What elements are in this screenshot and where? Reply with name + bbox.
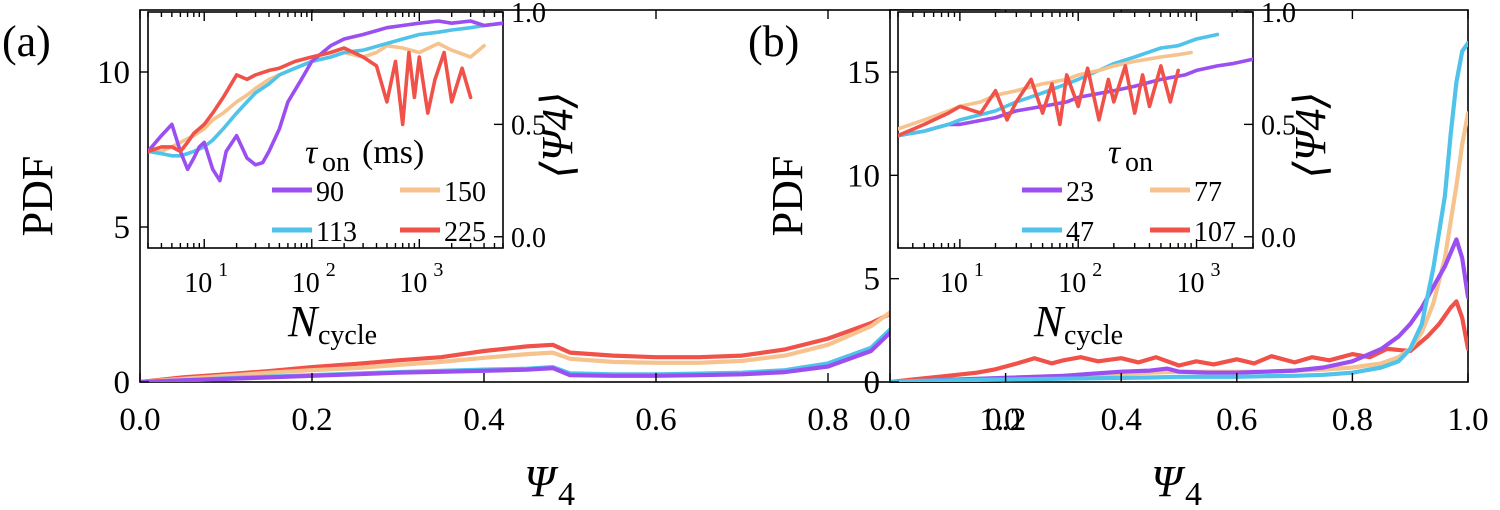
inset-x-tick-exponent: 1 [218,259,228,281]
series-line-47 [898,32,1220,138]
x-tick-label: 1.0 [1447,402,1488,438]
series-line-23 [898,57,1253,138]
legend-label-113: 113 [316,217,357,248]
x-axis-label-subscript: 4 [558,476,575,510]
x-tick-label: 0.6 [1216,402,1257,438]
inset-legend: τ on (ms) 90 113 150 225 [272,134,486,248]
y-tick-label: 10 [97,55,130,91]
inset-y-tick-label: 0.0 [1261,223,1296,254]
y-axis-label: PDF [763,156,812,237]
series-line-113 [148,21,503,158]
legend-label-23: 23 [1066,177,1094,208]
inset-y-tick-label: 0.5 [511,110,546,141]
y-axis-label-text: PDF [13,156,62,237]
inset-y-tick-label: 0.5 [1261,110,1296,141]
series-line-225 [148,46,473,154]
series-line-107 [890,299,1468,382]
inset-plot-a: 10 1 10 2 10 3 0.0 0.5 1.0 [147,0,546,299]
inset-y-tick-label: 0.0 [511,223,546,254]
legend-title-symbol: τ [305,134,319,171]
inset-x-tick-exponent: 3 [1211,259,1221,281]
inset-x-label-subscript: cycle [318,320,377,351]
y-tick-label: 0 [114,365,131,401]
inset-x-tick-label: 10 [1058,268,1086,299]
inset-x-tick-label: 10 [292,268,320,299]
inset-x-tick-exponent: 3 [433,259,443,281]
x-axis-label: Ψ 4 [1151,457,1202,510]
x-tick-label: 0.4 [463,402,504,438]
x-axis-label-symbol: Ψ [1151,457,1186,506]
inset-y-tick-label: 1.0 [1261,0,1296,29]
x-tick-label: 0.4 [1101,402,1142,438]
legend-label-150: 150 [444,177,486,208]
inset-y-axis-label: ⟨Ψ4⟩ [1286,91,1335,178]
legend-label-47: 47 [1066,217,1094,248]
x-tick-label: 0.2 [985,402,1026,438]
y-tick-label: 0 [864,365,881,401]
panel-label-b: (b) [748,17,799,66]
inset-x-label-symbol: N [287,297,320,346]
inset-x-label-symbol: N [1033,297,1066,346]
x-tick-label: 0.8 [1332,402,1373,438]
inset-x-tick-label: 10 [184,268,212,299]
inset-y-tick-label: 1.0 [511,0,546,29]
inset-x-axis-label: N cycle [287,297,377,351]
x-axis-label-symbol: Ψ [524,457,559,506]
legend-label-107: 107 [1194,217,1236,248]
inset-x-tick-label: 10 [399,268,427,299]
series-line-107 [898,64,1180,138]
x-axis-label: Ψ 4 [524,457,575,510]
x-tick-label: 0.0 [119,402,160,438]
inset-x-tick-exponent: 2 [1092,259,1102,281]
y-tick-label: 5 [864,262,881,298]
legend-title-subscript: on [1125,147,1153,178]
inset-x-tick-exponent: 2 [326,259,336,281]
x-tick-label: 0.2 [291,402,332,438]
legend-title-symbol: τ [1108,134,1122,171]
y-tick-label: 15 [847,55,880,91]
inset-y-axis-label: ⟨Ψ4⟩ [533,91,582,178]
inset-x-axis-label: N cycle [1033,297,1123,351]
x-axis-label-subscript: 4 [1185,476,1202,510]
y-tick-label: 10 [847,158,880,194]
series-line-90 [148,19,503,183]
inset-y-label-text: ⟨Ψ4⟩ [533,91,582,178]
panel-label-a: (a) [2,17,51,66]
legend-label-77: 77 [1194,177,1222,208]
x-tick-label: 0.0 [869,402,910,438]
inset-x-tick-label: 10 [1177,268,1205,299]
inset-x-tick-label: 10 [940,268,968,299]
y-axis-label: PDF [13,156,62,237]
legend-label-225: 225 [444,217,486,248]
x-tick-label: 0.6 [635,402,676,438]
inset-y-label-text: ⟨Ψ4⟩ [1286,91,1335,178]
x-tick-label: 1.0 [979,402,1020,438]
inset-plot-frame [897,11,1254,249]
main-plot-b: 0.0 0.2 0.4 0.6 0.8 1.0 0 5 10 15 [847,10,1489,438]
inset-x-tick-exponent: 1 [974,259,984,281]
y-axis-label-text: PDF [763,156,812,237]
series-line-47 [890,40,1468,382]
inset-plot-b: 10 1 10 2 10 3 0.0 0.5 1.0 [897,0,1296,299]
x-tick-label: 0.8 [807,402,848,438]
legend-title-unit: (ms) [362,134,424,171]
inset-x-label-subscript: cycle [1064,320,1123,351]
y-tick-label: 5 [114,210,131,246]
legend-title-subscript: on [322,147,350,178]
legend-label-90: 90 [316,177,344,208]
inset-legend: τ on 23 47 77 107 [1022,134,1236,248]
